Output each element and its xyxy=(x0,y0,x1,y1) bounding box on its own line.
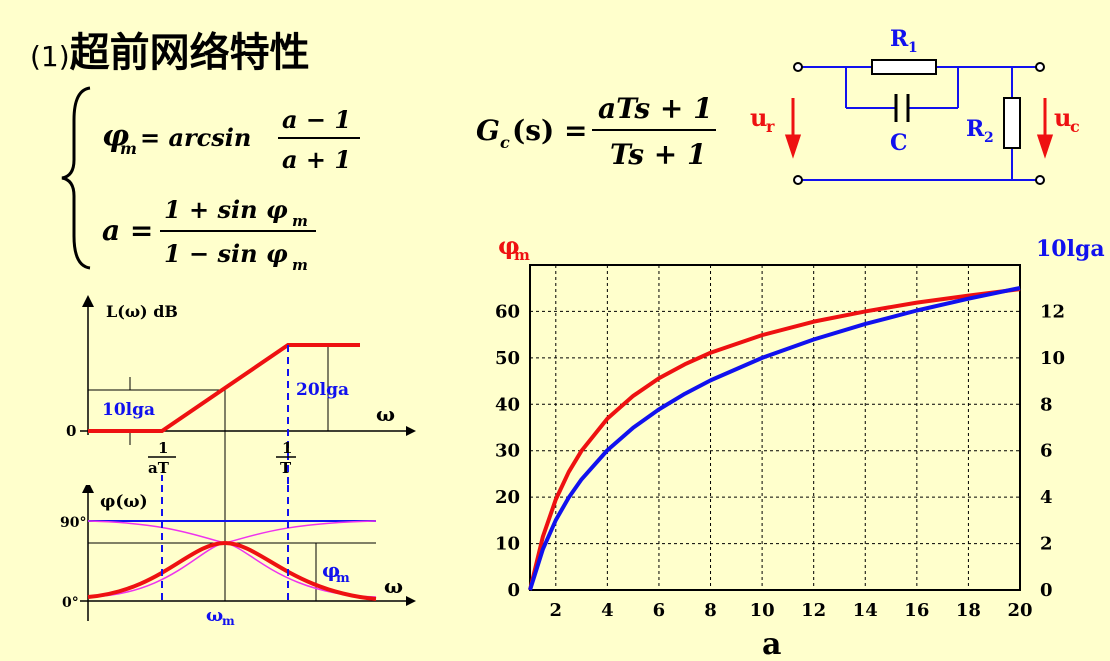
phase-omega-label: ω xyxy=(384,574,403,598)
left-tick-label: 60 xyxy=(495,301,520,322)
terminal-in-top xyxy=(793,62,803,72)
omega-m-subscript: m xyxy=(222,614,235,628)
right-tick-label: 12 xyxy=(1040,301,1065,322)
left-tick-label: 50 xyxy=(495,348,520,369)
terminal-out-top xyxy=(1035,62,1045,72)
curly-brace xyxy=(61,86,91,270)
left-tick-label: 30 xyxy=(495,441,520,462)
x-tick-label: 16 xyxy=(904,600,929,621)
right-axis-label: 10lga xyxy=(1036,236,1105,262)
left-axis-label: φ xyxy=(498,231,520,260)
x-axis-label: a xyxy=(762,627,781,661)
right-tick-label: 10 xyxy=(1040,348,1065,369)
title-number: (1) xyxy=(30,40,70,73)
right-tick-label: 0 xyxy=(1040,580,1053,601)
gc-numerator: aTs + 1 xyxy=(598,92,713,125)
phi-numerator: a − 1 xyxy=(282,105,351,134)
mag-x-arrow-head xyxy=(406,426,416,436)
page-title: (1)超前网络特性 xyxy=(30,20,310,78)
phi-m-vs-a-chart: 2 4 6 8 10 12 14 16 18 20 0 10 20 30 40 50 60 0 2 4 6 8 10 12 φ… xyxy=(495,231,1105,661)
phase-y-label: φ(ω) xyxy=(100,492,148,512)
a-lhs: a = xyxy=(102,214,153,247)
uc-label: u xyxy=(1054,103,1071,132)
phi-m-label: φ xyxy=(322,558,340,582)
bode-phase-plot: φ(ω) 90° 0° ω ω m φ m xyxy=(60,485,416,628)
phi-denominator: a + 1 xyxy=(282,145,351,174)
uc-arrow-head xyxy=(1036,134,1054,159)
gc-symbol: G xyxy=(476,114,500,147)
bode-magnitude-plot: L(ω) dB 0 10lga 20lga ω 1 aT 1 T xyxy=(66,295,416,490)
ninety-tick: 90° xyxy=(60,515,86,531)
zero-tick: 0° xyxy=(62,595,79,611)
ur-arrow-head xyxy=(784,134,802,159)
phase-x-arrow-head xyxy=(406,596,416,606)
x-tick-label: 14 xyxy=(853,600,878,621)
a-denominator: 1 − sin φ xyxy=(164,239,288,268)
level-label: 10lga xyxy=(102,400,155,420)
gc-denominator: Ts + 1 xyxy=(610,138,706,171)
ur-label: u xyxy=(750,103,767,132)
gain-label: 20lga xyxy=(296,380,349,400)
phase-component-upper xyxy=(87,520,377,544)
corner1-den: aT xyxy=(148,459,170,477)
left-tick-label: 10 xyxy=(495,534,520,555)
left-tick-label: 20 xyxy=(495,487,520,508)
resistor-r1 xyxy=(871,59,937,75)
gc-subscript: c xyxy=(500,133,510,152)
mag-zero-label: 0 xyxy=(66,422,76,440)
x-tick-label: 2 xyxy=(550,600,563,621)
right-tick-label: 8 xyxy=(1040,394,1053,415)
r2-subscript: 2 xyxy=(984,130,994,146)
x-tick-label: 8 xyxy=(704,600,717,621)
series-line-10lga xyxy=(528,286,1021,591)
omega-m-label: ω xyxy=(206,605,223,626)
mag-y-label: L(ω) dB xyxy=(106,302,178,321)
phase-curve xyxy=(87,540,377,601)
mag-omega-label: ω xyxy=(376,402,395,426)
r2-label: R xyxy=(966,116,985,142)
phi-symbol: φ xyxy=(102,119,129,154)
mag-y-arrow-head xyxy=(82,295,94,307)
title-text: 超前网络特性 xyxy=(69,30,310,76)
corner2-den: T xyxy=(280,459,292,477)
series-line-phi-m xyxy=(528,287,1021,591)
right-tick-label: 6 xyxy=(1040,441,1053,462)
transfer-function: G c (s) = aTs + 1 Ts + 1 xyxy=(476,92,716,171)
lead-network-circuit: R 1 R 2 C u r u c xyxy=(750,26,1080,185)
corner2-num: 1 xyxy=(282,439,292,457)
ur-subscript: r xyxy=(766,117,775,136)
phi-subscript: m xyxy=(120,139,137,158)
a-den-subscript: m xyxy=(292,256,308,274)
left-tick-label: 0 xyxy=(507,580,520,601)
right-tick-label: 4 xyxy=(1040,487,1053,508)
x-tick-label: 12 xyxy=(801,600,826,621)
arcsin-text: = arcsin xyxy=(140,123,251,152)
x-tick-label: 20 xyxy=(1007,600,1032,621)
phi-m-subscript: m xyxy=(336,571,350,586)
resistor-r2 xyxy=(1003,97,1021,149)
phase-formula-system: φ m = arcsin a − 1 a + 1 a = 1 + sin φ m… xyxy=(61,86,360,274)
phase-y-arrow-head xyxy=(82,485,94,493)
a-numerator: 1 + sin φ xyxy=(164,195,288,224)
x-tick-label: 18 xyxy=(956,600,981,621)
r1-subscript: 1 xyxy=(908,40,918,56)
right-tick-label: 2 xyxy=(1040,534,1053,555)
x-tick-label: 6 xyxy=(653,600,666,621)
terminal-out-bottom xyxy=(1035,175,1045,185)
magnitude-asymptote xyxy=(88,343,360,433)
r1-label: R xyxy=(890,26,909,52)
terminal-in-bottom xyxy=(793,175,803,185)
gc-argument: (s) = xyxy=(512,114,587,147)
a-num-subscript: m xyxy=(292,212,308,230)
corner1-num: 1 xyxy=(158,439,168,457)
x-tick-label: 4 xyxy=(601,600,614,621)
x-tick-label: 10 xyxy=(750,600,775,621)
left-axis-subscript: m xyxy=(514,246,530,264)
left-tick-label: 40 xyxy=(495,394,520,415)
chart-grid xyxy=(530,265,1020,590)
capacitor-label: C xyxy=(890,130,908,156)
plot-frame xyxy=(529,264,1021,591)
uc-subscript: c xyxy=(1070,117,1080,136)
